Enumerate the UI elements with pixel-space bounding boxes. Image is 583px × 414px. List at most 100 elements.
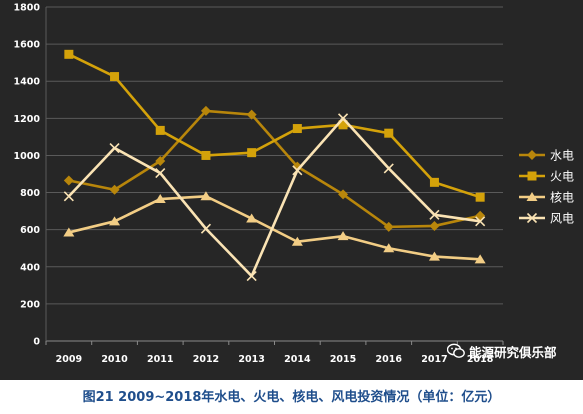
data-point xyxy=(292,165,303,176)
watermark-text: 能源研究俱乐部 xyxy=(469,344,557,360)
axes: 0 200 400 600 800 1000 1200 1400 1600 1800 2009 201… xyxy=(14,3,504,365)
legend-label: 核电 xyxy=(550,191,574,205)
y-tick-label: 0 xyxy=(33,337,40,348)
data-point xyxy=(338,189,349,200)
data-point xyxy=(474,254,486,264)
legend-marker xyxy=(526,192,538,201)
data-point xyxy=(155,156,166,167)
x-marker-stroke xyxy=(526,212,538,224)
legend-label: 风电 xyxy=(550,212,574,226)
data-point xyxy=(109,216,121,226)
data-point xyxy=(383,243,395,253)
data-point xyxy=(246,109,257,120)
y-tick-label: 1000 xyxy=(14,151,41,162)
data-point xyxy=(200,191,212,201)
data-point xyxy=(200,105,211,116)
x-marker-stroke xyxy=(109,142,120,154)
y-tick-label: 400 xyxy=(20,262,40,273)
data-point xyxy=(155,125,165,135)
x-marker-stroke xyxy=(155,168,166,179)
data-point xyxy=(292,124,302,134)
y-tick-label: 1400 xyxy=(14,77,41,88)
data-point xyxy=(246,213,258,223)
data-point xyxy=(384,128,394,138)
series-4 xyxy=(63,113,486,282)
x-marker-stroke xyxy=(429,209,440,220)
x-marker-stroke xyxy=(246,270,257,282)
x-marker-stroke xyxy=(200,223,212,234)
data-point xyxy=(383,221,394,232)
data-point xyxy=(63,227,75,237)
data-point xyxy=(291,236,303,246)
x-marker-stroke xyxy=(292,165,303,176)
series-line xyxy=(67,117,481,278)
legend-entry: 水电 xyxy=(519,149,574,163)
y-tick-label: 1200 xyxy=(14,114,41,125)
data-point xyxy=(429,220,440,231)
figure-caption: 图21 2009~2018年水电、火电、核电、风电投资情况（单位：亿元） xyxy=(82,390,501,405)
gridlines xyxy=(46,6,503,342)
y-tick-label: 800 xyxy=(20,188,40,199)
legend-label: 火电 xyxy=(550,170,574,184)
series-line xyxy=(68,194,481,261)
watermark: 能源研究俱乐部 xyxy=(447,342,557,360)
data-point xyxy=(246,270,257,282)
series-3 xyxy=(63,191,486,264)
legend-marker xyxy=(526,212,538,224)
legend-entry: 风电 xyxy=(519,212,574,226)
data-point xyxy=(383,163,394,174)
data-point xyxy=(337,231,349,241)
data-point xyxy=(475,216,486,227)
x-marker-stroke xyxy=(383,163,394,174)
x-marker-stroke xyxy=(475,216,486,227)
data-point xyxy=(338,120,348,130)
y-tick-label: 600 xyxy=(20,225,40,236)
x-tick-label: 2012 xyxy=(193,354,219,365)
series-2 xyxy=(64,49,485,202)
y-tick-label: 1800 xyxy=(14,3,41,14)
x-tick-label: 2011 xyxy=(147,354,173,365)
data-point xyxy=(247,148,257,158)
x-tick-label: 2014 xyxy=(284,354,311,365)
legend-marker xyxy=(527,150,537,160)
chart-panel: 0 200 400 600 800 1000 1200 1400 1600 1800 2009 201… xyxy=(0,0,583,380)
data-point xyxy=(109,142,120,154)
data-point xyxy=(154,194,166,204)
data-point xyxy=(337,113,349,124)
series-lines xyxy=(63,49,486,282)
series-line xyxy=(68,109,481,229)
data-point xyxy=(429,177,439,187)
legend-entry: 火电 xyxy=(519,170,574,184)
series-line xyxy=(68,53,481,199)
line-chart: 0 200 400 600 800 1000 1200 1400 1600 1800 2009 201… xyxy=(14,3,574,366)
x-marker-stroke xyxy=(63,191,74,202)
data-point xyxy=(63,175,74,186)
data-point xyxy=(200,223,212,234)
legend-label: 水电 xyxy=(550,149,574,163)
data-point xyxy=(429,209,440,220)
data-point xyxy=(64,49,74,59)
x-tick-label: 2015 xyxy=(330,354,356,365)
y-tick-label: 200 xyxy=(20,299,40,310)
data-point xyxy=(155,168,166,179)
x-tick-label: 2013 xyxy=(238,354,264,365)
data-point xyxy=(201,150,211,160)
x-tick-label: 2009 xyxy=(56,354,82,365)
data-point xyxy=(475,210,486,221)
x-tick-label: 2018 xyxy=(467,354,494,365)
data-point xyxy=(63,191,74,202)
legend-marker xyxy=(527,171,537,181)
x-tick-label: 2016 xyxy=(376,354,403,365)
y-tick-label: 1600 xyxy=(14,40,41,51)
x-tick-label: 2010 xyxy=(101,354,128,365)
data-point xyxy=(428,251,440,261)
data-point xyxy=(110,72,120,82)
wechat-icon xyxy=(447,343,465,358)
data-point xyxy=(475,192,485,202)
legend-entry: 核电 xyxy=(519,191,574,205)
x-tick-label: 2017 xyxy=(421,354,447,365)
data-point xyxy=(109,184,120,195)
x-marker-stroke xyxy=(337,113,349,124)
